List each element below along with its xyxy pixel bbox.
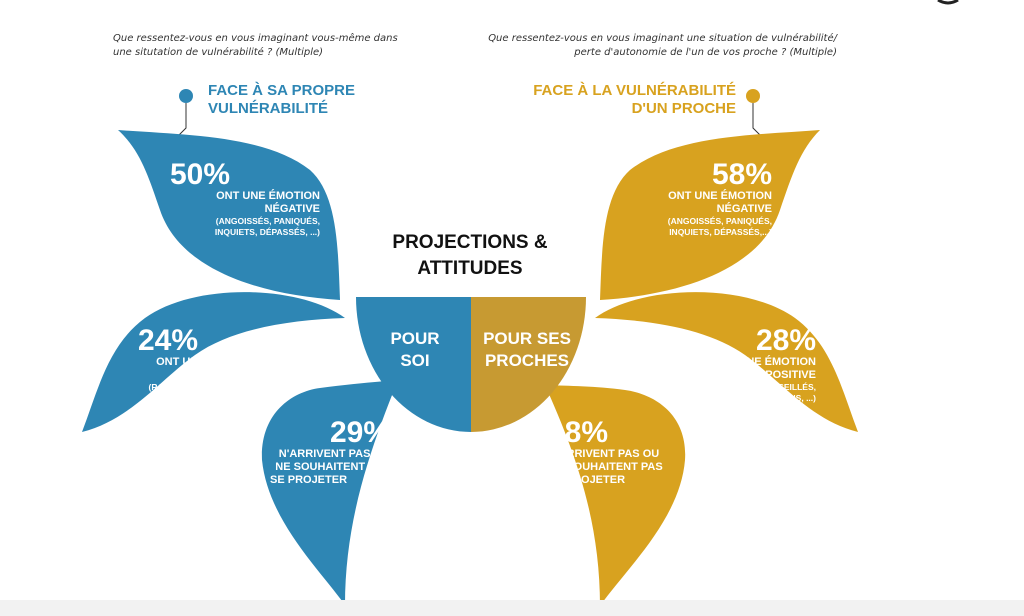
right-question: Que ressentez-vous en vous imaginant une…	[425, 32, 837, 60]
left-petal-middle-sub2: ENTOURÉS, SEREINS, ...)	[156, 393, 260, 403]
right-petal-middle-sub1: (RASSURÉS, CONSEILLÉS,	[704, 382, 816, 392]
center-label-relatives: POUR SES PROCHES	[472, 328, 582, 372]
center-left-half	[356, 297, 471, 432]
right-petal-middle-sub2: ENTOURÉS, SEREINS, ...)	[712, 393, 816, 403]
right-petal-middle	[595, 292, 858, 432]
left-question: Que ressentez-vous en vous imaginant vou…	[113, 33, 398, 58]
center-label-self-line2: SOI	[400, 351, 430, 370]
right-petal-top-label2: NÉGATIVE	[716, 203, 772, 215]
center-title: PROJECTIONS & ATTITUDES	[370, 230, 570, 282]
left-petal-bottom	[261, 380, 398, 605]
left-petal-top-sub2: INQUIETS, DÉPASSÉS, ...)	[214, 227, 320, 237]
right-header: FACE À LA VULNÉRABILITÉ D'UN PROCHE	[500, 82, 736, 118]
right-petal-top-label1: ONT UNE ÉMOTION	[668, 190, 772, 202]
right-petal-bottom-label3: SE PROJETER	[548, 474, 626, 486]
right-petal-middle-label2: POSITIVE	[765, 369, 816, 381]
right-connector	[752, 103, 762, 137]
left-header-line1: FACE À SA PROPRE	[208, 82, 355, 99]
decor-arc	[937, 0, 959, 5]
center-label-self-line1: POUR	[390, 329, 440, 348]
bottom-strip	[0, 600, 1024, 616]
left-petal-top-value: 50%	[170, 158, 231, 191]
left-petal-middle-text: 24% ONT UNE ÉMOTION POSITIVE (RASSURÉS, …	[110, 326, 260, 404]
left-petal-bottom-label2: NE SOUHAITENT PAS	[275, 461, 390, 473]
left-petal-bottom-value: 29%	[329, 416, 390, 449]
left-petal-top	[118, 130, 340, 300]
right-header-line1: FACE À LA VULNÉRABILITÉ	[533, 82, 736, 99]
left-petal-top-text: 50% ONT UNE ÉMOTION NÉGATIVE (ANGOISSÉS,…	[160, 160, 320, 238]
left-petal-middle-sub1: (RASSURÉS, CONSEILLÉS,	[148, 382, 260, 392]
right-header-line2: D'UN PROCHE	[631, 100, 736, 117]
right-petal-top-sub1: (ANGOISSÉS, PANIQUÉS,	[667, 216, 772, 226]
center-label-relatives-line1: POUR SES	[483, 329, 571, 348]
left-petal-bottom-text: 29% N'ARRIVENT PAS OU NE SOUHAITENT PAS …	[270, 418, 390, 487]
left-petal-middle	[82, 292, 345, 432]
left-petal-middle-value: 24%	[138, 324, 199, 357]
right-petal-middle-text: 28% ONT UNE ÉMOTION POSITIVE (RASSURÉS, …	[672, 326, 816, 404]
right-petal-top-sub2: INQUIETS, DÉPASSÉS,...)	[669, 227, 772, 237]
left-petal-bottom-label1: N'ARRIVENT PAS OU	[278, 448, 390, 460]
right-bullet	[746, 89, 760, 103]
right-petal-bottom-label2: NE SOUHAITENT PAS	[548, 461, 663, 473]
left-petal-top-label2: NÉGATIVE	[264, 203, 320, 215]
right-petal-top-value: 58%	[711, 158, 772, 191]
right-petal-bottom-label1: N'ARRIVENT PAS OU	[548, 448, 660, 460]
left-petal-bottom-label3: SE PROJETER	[270, 474, 348, 486]
left-connector	[177, 103, 187, 137]
right-question-line2: perte d'autonomie de l'un de vos proche …	[574, 47, 837, 58]
center-label-self: POUR SOI	[370, 328, 460, 372]
right-petal-top	[600, 130, 820, 300]
right-petal-bottom	[545, 385, 686, 606]
left-header: FACE À SA PROPRE VULNÉRABILITÉ	[208, 82, 355, 118]
center-label-relatives-line2: PROCHES	[484, 351, 570, 370]
right-petal-middle-value: 28%	[755, 324, 816, 357]
left-petal-top-label1: ONT UNE ÉMOTION	[216, 190, 320, 202]
right-petal-bottom-text: 18% N'ARRIVENT PAS OU NE SOUHAITENT PAS …	[548, 418, 678, 487]
left-petal-middle-label2: POSITIVE	[209, 369, 260, 381]
center-right-half	[471, 297, 586, 432]
right-petal-bottom-value: 18%	[548, 416, 609, 449]
right-question-line1: Que ressentez-vous en vous imaginant une…	[488, 33, 837, 44]
center-title-line2: ATTITUDES	[417, 258, 523, 279]
left-bullet	[179, 89, 193, 103]
right-petal-middle-label1: ONT UNE ÉMOTION	[712, 356, 816, 368]
right-petal-top-text: 58% ONT UNE ÉMOTION NÉGATIVE (ANGOISSÉS,…	[620, 160, 772, 238]
left-header-line2: VULNÉRABILITÉ	[208, 100, 328, 117]
center-title-line1: PROJECTIONS &	[392, 232, 548, 253]
left-petal-top-sub1: (ANGOISSÉS, PANIQUÉS,	[215, 216, 320, 226]
left-petal-middle-label1: ONT UNE ÉMOTION	[156, 356, 260, 368]
